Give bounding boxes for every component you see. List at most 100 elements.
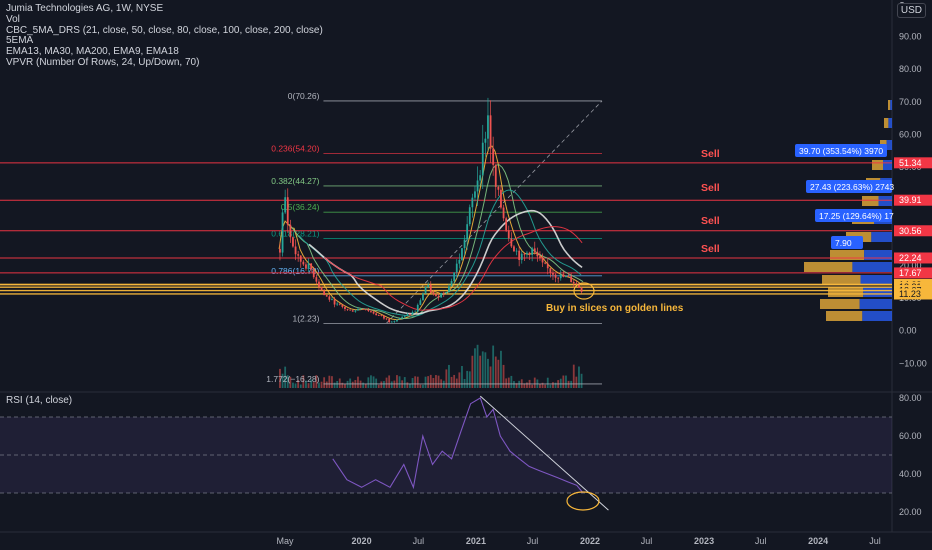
volume-bar — [554, 382, 557, 388]
candle-body — [307, 263, 310, 269]
measure-label: 17.25 (129.64%) 17 — [819, 211, 894, 221]
candle-body — [292, 237, 294, 247]
buy-zone-circle — [573, 282, 595, 300]
volume-bar — [310, 379, 313, 388]
rsi-band — [0, 416, 892, 494]
volume-bar — [507, 377, 510, 388]
time-tick-label: 2022 — [580, 536, 600, 546]
volume-bar — [416, 376, 419, 388]
candle-body — [531, 248, 534, 255]
measure-box — [815, 209, 892, 222]
candle-body — [367, 309, 370, 312]
volume-bar — [570, 380, 573, 388]
time-tick-label: 2021 — [466, 536, 486, 546]
volume-bar — [383, 381, 385, 388]
candle-body — [349, 309, 352, 311]
volume-bar — [572, 364, 575, 388]
volume-profile-bar — [871, 232, 892, 242]
candle-body — [458, 259, 461, 264]
price-tick-label: 60.00 — [899, 130, 922, 140]
price-tick-label: 0.00 — [899, 326, 917, 336]
volume-bar — [289, 376, 292, 388]
volume-bar — [302, 375, 305, 388]
legend-line-ema: EMA13, MA30, MA200, EMA9, EMA18 — [6, 46, 179, 58]
volume-bar — [390, 381, 393, 388]
price-tag-label: 39.91 — [899, 195, 922, 205]
fib-level-label: 0.786(16.78) — [271, 266, 319, 276]
volume-bar — [409, 383, 411, 388]
volume-bar — [338, 378, 341, 388]
candle-body — [372, 311, 375, 314]
candle-body — [357, 308, 359, 311]
chart-title: Jumia Technologies AG, 1W, NYSE — [6, 3, 164, 14]
volume-bar — [479, 355, 482, 388]
candle-body — [299, 255, 302, 262]
candle-body — [341, 304, 344, 307]
candle-body — [554, 274, 557, 278]
candle-body — [557, 277, 560, 279]
volume-profile-bar — [872, 160, 883, 170]
rsi-tick-label: 60.00 — [899, 431, 922, 441]
fib-level-label: 0(70.26) — [288, 91, 320, 101]
volume-profile-bar — [828, 287, 864, 297]
candle-body — [281, 212, 284, 253]
candle-body — [513, 246, 515, 252]
price-tick-label: 80.00 — [899, 64, 922, 74]
volume-bar — [541, 382, 544, 388]
candle-body — [419, 300, 422, 305]
volume-bar — [398, 376, 401, 388]
volume-bar — [315, 375, 318, 388]
annotations: Sell Sell Sell Sell Buy in slices on golden … — [546, 144, 894, 314]
volume-bar — [349, 378, 352, 388]
volume-bar — [333, 382, 336, 388]
candle-body — [440, 292, 443, 298]
price-tag — [894, 225, 932, 237]
price-tag — [894, 194, 932, 206]
volume-bar — [377, 384, 380, 388]
volume-bar — [318, 382, 320, 388]
currency-badge[interactable]: USD — [896, 3, 926, 18]
price-tick-label: 20.00 — [899, 260, 922, 270]
volume-bar — [411, 378, 414, 388]
volume-bar — [281, 373, 284, 388]
rsi-line — [332, 397, 584, 494]
volume-bar — [422, 384, 424, 388]
candle-body — [484, 138, 487, 143]
volume-bar — [336, 380, 339, 388]
price-tick-label: −10.00 — [899, 358, 927, 368]
candle-body — [302, 261, 305, 265]
volume-bar — [427, 376, 430, 388]
volume-profile-bar — [886, 140, 892, 150]
price-tag — [894, 157, 932, 169]
volume-bar — [471, 355, 474, 388]
volume-profile-bar — [822, 275, 861, 285]
volume-bar — [484, 352, 487, 388]
volume-bar — [481, 351, 484, 388]
candle-body — [331, 299, 333, 301]
fib-level-label: 0.236(54.20) — [271, 143, 319, 153]
candle-body — [336, 303, 339, 305]
volume-profile-bar — [884, 118, 889, 128]
candle-body — [325, 295, 328, 297]
volume-bar — [435, 375, 437, 388]
candle-body — [466, 224, 469, 240]
candle-body — [570, 276, 573, 283]
candle-body — [437, 296, 440, 298]
volume-bar — [364, 383, 367, 388]
candle-body — [362, 308, 365, 310]
volume-profile-bar — [878, 196, 892, 206]
candle-body — [500, 189, 502, 208]
fib-retracement: 0(70.26) 0.236(54.20) 0.382(44.27) 0.5(36.2… — [266, 91, 603, 385]
volume-bar — [562, 375, 565, 388]
sell-annotation: Sell — [701, 148, 720, 160]
candle-body — [401, 316, 404, 319]
volume-bar — [307, 383, 310, 388]
price-tag-label: 17.67 — [899, 268, 922, 278]
candles — [279, 97, 583, 324]
candle-body — [393, 321, 396, 323]
candle-body — [432, 292, 435, 295]
volume-profile-bar — [826, 311, 863, 321]
candle-body — [344, 306, 346, 310]
candle-body — [487, 115, 489, 139]
